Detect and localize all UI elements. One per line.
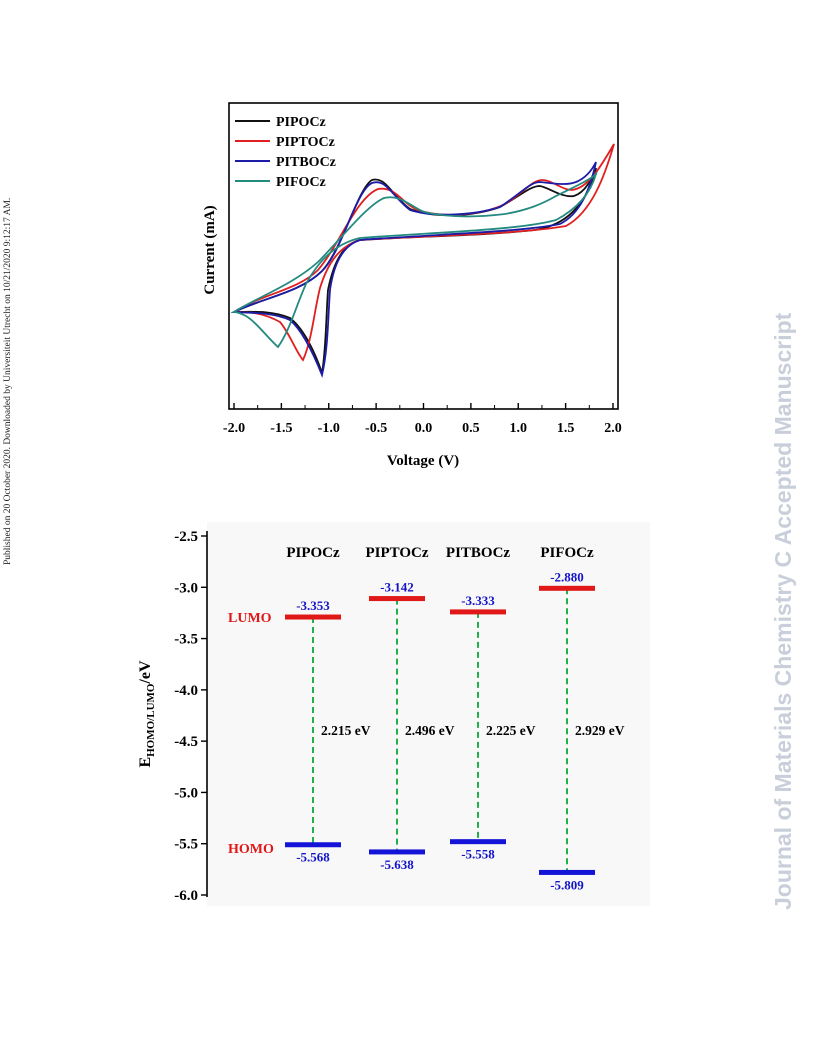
gap-label-pitbocz: 2.225 eV — [486, 723, 536, 738]
cv-x-tick-label: -1.5 — [270, 421, 292, 436]
cv-x-tick-label: -0.5 — [365, 421, 387, 436]
cv-legend: PIPOCz PIPTOCz PITBOCz PIFOCz — [235, 115, 336, 190]
level-group-pipocz: PIPOCz -3.353 -5.568 2.215 eV — [285, 545, 371, 865]
gap-label-pifocz: 2.929 eV — [575, 723, 625, 738]
gap-label-piptocz: 2.496 eV — [405, 723, 455, 738]
legend-label-pitbocz: PITBOCz — [276, 155, 336, 170]
legend-label-piptocz: PIPTOCz — [276, 135, 335, 150]
cv-curve-pitbocz — [230, 161, 597, 378]
energy-y-axis: -2.5 -3.0 -3.5 -4.0 -4.5 -5.0 -5.5 -6.0 — [174, 529, 207, 904]
lumo-bar-pitbocz — [450, 609, 506, 615]
lumo-axis-label: LUMO — [228, 611, 272, 626]
energy-y-tick-label: -4.0 — [174, 683, 198, 699]
energy-diagram: -2.5 -3.0 -3.5 -4.0 -4.5 -5.0 -5.5 -6.0 EHOMO/L… — [137, 522, 650, 906]
homo-bar-piptocz — [369, 849, 425, 855]
homo-bar-pifocz — [539, 869, 595, 875]
lumo-bar-pipocz — [285, 614, 341, 620]
lumo-bar-pifocz — [539, 585, 595, 591]
cv-x-axis: -2.0 -1.5 -1.0 -0.5 0.0 0.5 1.0 1.5 2.0 — [223, 403, 622, 436]
gap-label-pipocz: 2.215 eV — [321, 723, 371, 738]
energy-y-tick-label: -5.5 — [174, 837, 198, 853]
cv-x-axis-label: Voltage (V) — [387, 453, 459, 469]
energy-y-tick-label: -2.5 — [174, 529, 198, 545]
homo-axis-label: HOMO — [228, 842, 274, 857]
lumo-value-pipocz: -3.353 — [296, 598, 330, 613]
material-name-pitbocz: PITBOCz — [446, 545, 511, 561]
legend-label-pipocz: PIPOCz — [276, 115, 326, 130]
level-group-pifocz: PIFOCz -2.880 -5.809 2.929 eV — [539, 545, 625, 892]
cv-curve-pifocz — [230, 170, 598, 349]
cv-y-axis-label: Current (mA) — [202, 205, 218, 294]
lumo-bar-piptocz — [369, 596, 425, 602]
cv-x-tick-label: -2.0 — [223, 421, 245, 436]
energy-levels: PIPOCz -3.353 -5.568 2.215 eV PIPTOCz -3.142 -… — [285, 545, 625, 892]
cv-x-tick-label: -1.0 — [318, 421, 340, 436]
energy-y-tick-label: -3.5 — [174, 632, 198, 648]
material-name-pipocz: PIPOCz — [286, 545, 340, 561]
lumo-value-pifocz: -2.880 — [550, 569, 584, 584]
homo-value-piptocz: -5.638 — [380, 857, 414, 872]
level-group-pitbocz: PITBOCz -3.333 -5.558 2.225 eV — [446, 545, 536, 862]
homo-bar-pipocz — [285, 842, 341, 848]
cv-curves — [230, 143, 615, 378]
energy-y-tick-label: -6.0 — [174, 888, 198, 904]
energy-y-tick-label: -4.5 — [174, 734, 198, 750]
cv-chart: PIPOCz PIPTOCz PITBOCz PIFOCz -2.0 -1.5 -1… — [202, 102, 622, 469]
energy-y-tick-label: -3.0 — [174, 580, 198, 596]
cv-x-tick-label: 1.5 — [557, 421, 575, 436]
cv-x-tick-label: 2.0 — [604, 421, 622, 436]
cv-x-tick-label: 0.5 — [462, 421, 480, 436]
cv-curve-pipocz — [233, 167, 597, 374]
energy-y-axis-label: EHOMO/LUMO/eV — [137, 660, 157, 768]
lumo-value-piptocz: -3.142 — [380, 580, 414, 595]
level-group-piptocz: PIPTOCz -3.142 -5.638 2.496 eV — [365, 545, 454, 872]
homo-value-pipocz: -5.568 — [296, 850, 330, 865]
material-name-piptocz: PIPTOCz — [365, 545, 428, 561]
cv-x-tick-label: 0.0 — [415, 421, 433, 436]
cv-x-tick-label: 1.0 — [510, 421, 528, 436]
homo-value-pifocz: -5.809 — [550, 877, 584, 892]
legend-label-pifocz: PIFOCz — [276, 175, 326, 190]
material-name-pifocz: PIFOCz — [540, 545, 594, 561]
lumo-value-pitbocz: -3.333 — [461, 593, 495, 608]
energy-y-tick-label: -5.0 — [174, 785, 198, 801]
homo-value-pitbocz: -5.558 — [461, 847, 495, 862]
cv-curve-piptocz — [230, 143, 615, 362]
homo-bar-pitbocz — [450, 839, 506, 845]
